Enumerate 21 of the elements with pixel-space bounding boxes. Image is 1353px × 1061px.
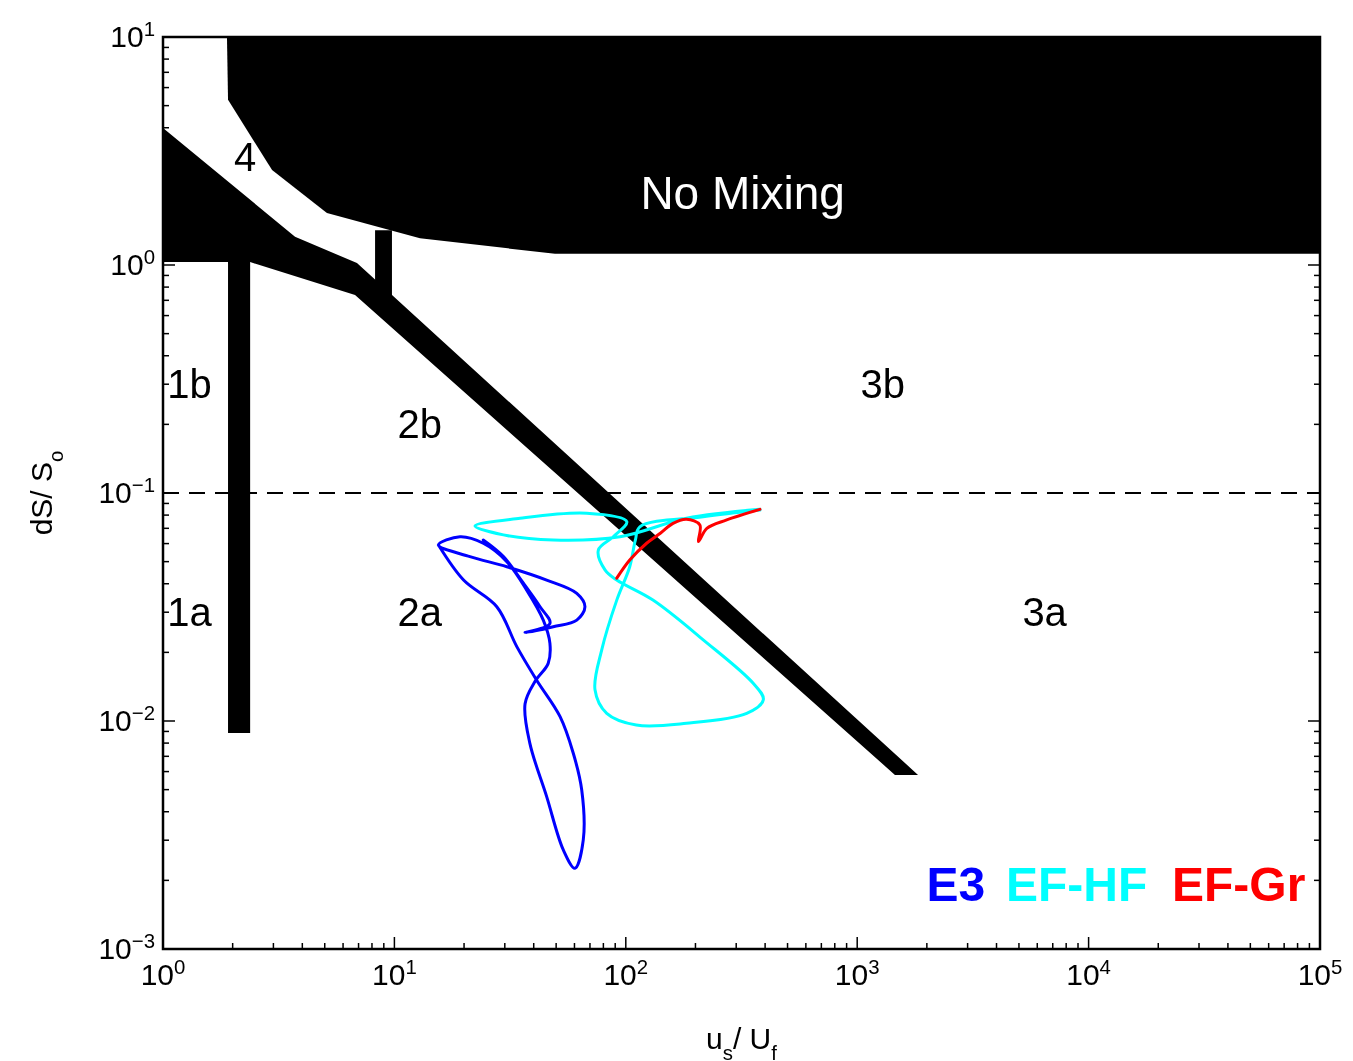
x-tick-label: 10$^{1}$ [372,956,417,991]
text: E3 [926,858,986,911]
annotation: 1b [167,361,212,406]
text: EF-Gr [1172,858,1306,911]
x-tick-label: 10$^{2}$ [603,956,649,991]
annotation: 3b [860,361,905,406]
x-axis-title: u$_{s}$/ U$_{f}$ [706,1022,778,1061]
text: EF-HF [1006,858,1148,911]
annotation: 2b [397,401,443,446]
annotation: 2a [397,589,443,634]
annotation: 3a [1022,589,1068,634]
annotation: 1a [167,589,213,634]
y-tick-label: 10$^{0}$ [110,246,155,281]
x-tick-label: 10$^{3}$ [834,956,880,991]
x-tick-label: 10$^{4}$ [1066,956,1111,991]
y-tick-label: 10$^{1}$ [110,18,155,53]
annotation: No Mixing [640,166,845,219]
y-tick-label: 10$^{−2}$ [98,702,155,737]
x-tick-label: 10$^{5}$ [1297,956,1343,991]
annotation: 4 [234,134,257,179]
y-tick-label: 10$^{−1}$ [98,474,155,509]
